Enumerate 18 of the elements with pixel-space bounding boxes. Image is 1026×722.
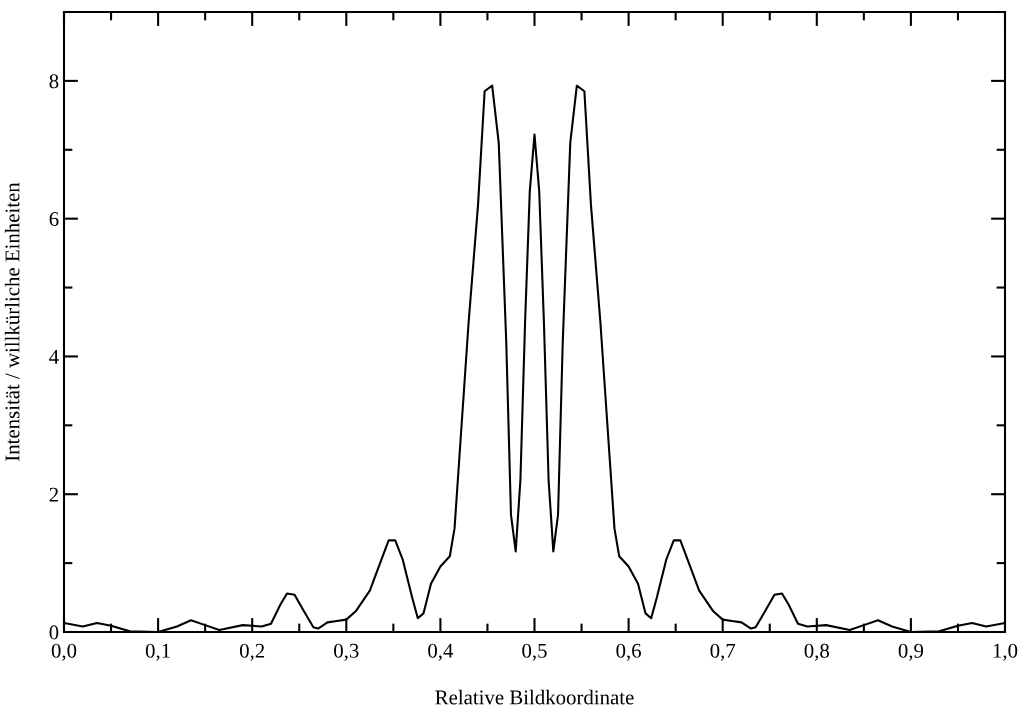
x-tick-label: 0,7	[710, 643, 736, 661]
y-tick-label: 8	[49, 74, 59, 89]
y-tick-label: 2	[49, 487, 58, 502]
x-axis-title: Relative Bildkoordinate	[435, 689, 634, 705]
x-tick-label: 0,8	[804, 643, 830, 661]
x-tick-label: 0,5	[522, 643, 547, 661]
x-tick-label: 0,9	[898, 643, 924, 661]
x-tick-label: 0,6	[616, 643, 641, 661]
y-tick-label: 0	[49, 625, 59, 640]
x-tick-label: 0,1	[145, 643, 170, 661]
x-tick-label: 0,3	[334, 643, 359, 661]
x-tick-label: 0,2	[239, 643, 265, 661]
x-tick-label: 0,4	[428, 643, 454, 661]
x-tick-label: 1,0	[993, 643, 1018, 661]
y-tick-label: 4	[49, 349, 59, 364]
x-tick-label: 0,0	[51, 643, 77, 661]
y-axis-title: Intensität / willkürliche Einheiten	[4, 182, 20, 461]
y-tick-label: 6	[49, 212, 59, 227]
